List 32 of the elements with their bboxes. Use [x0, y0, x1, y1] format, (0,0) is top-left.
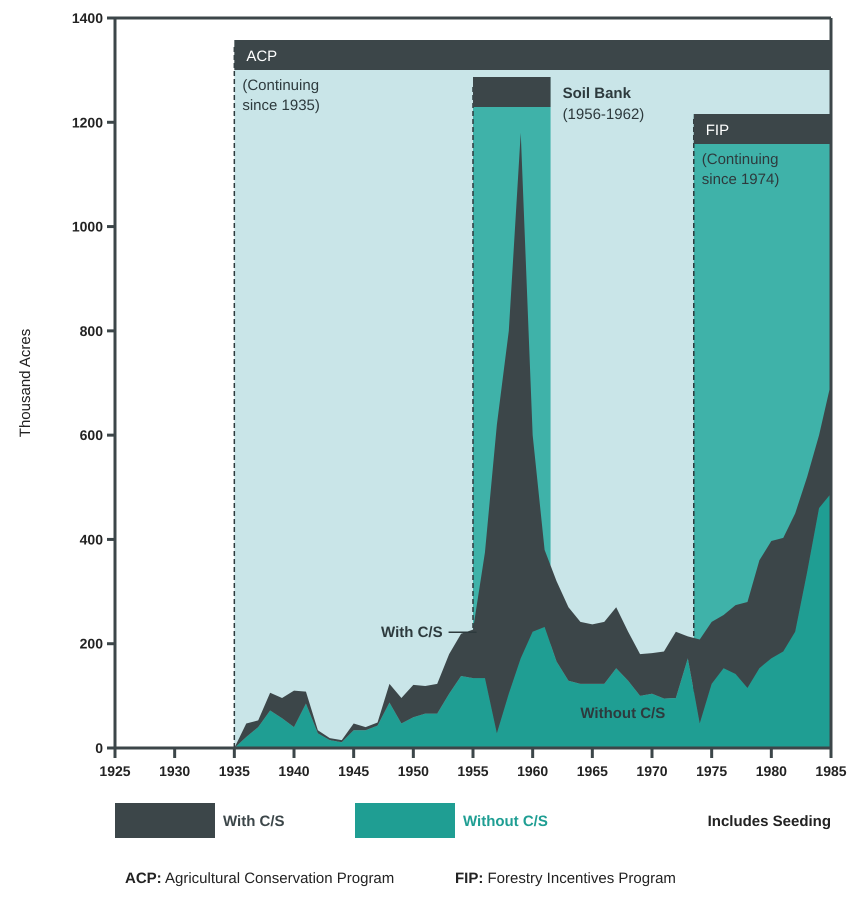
- x-tick-label: 1925: [99, 763, 131, 779]
- x-tick-label: 1935: [218, 763, 250, 779]
- y-tick-label: 0: [95, 740, 104, 756]
- x-tick-label: 1965: [576, 763, 608, 779]
- x-tick-label: 1940: [278, 763, 310, 779]
- x-tick-label: 1950: [398, 763, 430, 779]
- text: With C/S: [223, 813, 285, 830]
- x-tick-label: 1955: [457, 763, 489, 779]
- y-tick-label: 600: [80, 427, 104, 444]
- text: Includes Seeding: [708, 813, 831, 830]
- y-tick-label: 400: [80, 531, 104, 548]
- text: Without C/S: [463, 813, 548, 830]
- y-tick-label: 1200: [72, 114, 104, 130]
- x-tick-label: 1960: [517, 763, 548, 779]
- x-tick-label: 1980: [756, 763, 788, 779]
- y-tick-label: 200: [80, 636, 104, 652]
- y-tick-label: 1000: [72, 218, 104, 235]
- x-tick-label: 1985: [815, 763, 847, 779]
- band-label: ACP (Continuing since 1935): [242, 48, 320, 114]
- annotation: With C/S: [381, 624, 443, 642]
- text: FIP: Forestry Incentives Program: [455, 870, 676, 887]
- x-tick-label: 1930: [159, 763, 190, 779]
- x-tick-label: 1945: [338, 763, 370, 779]
- x-tick-label: 1970: [636, 763, 668, 779]
- band-label: Soil Bank (1956-1962): [562, 85, 644, 123]
- annotation: Without C/S: [580, 705, 666, 722]
- x-tick-label: 1975: [696, 763, 728, 779]
- y-tick-label: 800: [80, 322, 104, 339]
- y-axis-title: Thousand Acres: [17, 328, 34, 438]
- y-tick-label: 1400: [72, 10, 104, 26]
- band-label: FIP (Continuing since 1974): [702, 122, 780, 188]
- text: ACP: Agricultural Conservation Program: [125, 870, 394, 887]
